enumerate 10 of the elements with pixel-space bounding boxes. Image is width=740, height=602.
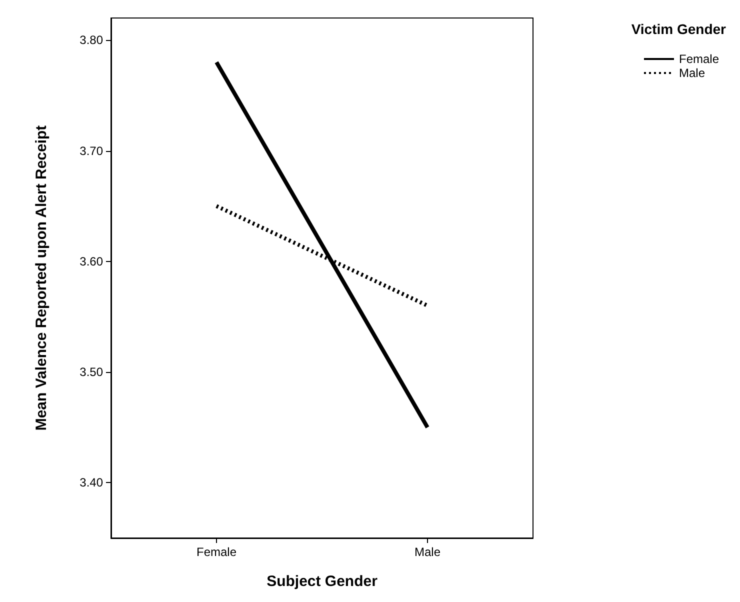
y-axis-title: Mean Valence Reported upon Alert Receipt [33,125,50,431]
y-tick-label: 3.60 [80,254,104,268]
legend-title: Victim Gender [631,21,727,37]
y-tick-label: 3.50 [80,365,104,380]
legend-label: Male [678,66,706,80]
x-axis-title: Subject Gender [266,573,378,590]
legend-label: Female [678,52,720,66]
y-tick-label: 3.80 [80,33,104,48]
y-tick-label: 3.70 [80,144,104,158]
y-tick-label: 3.40 [80,476,104,490]
